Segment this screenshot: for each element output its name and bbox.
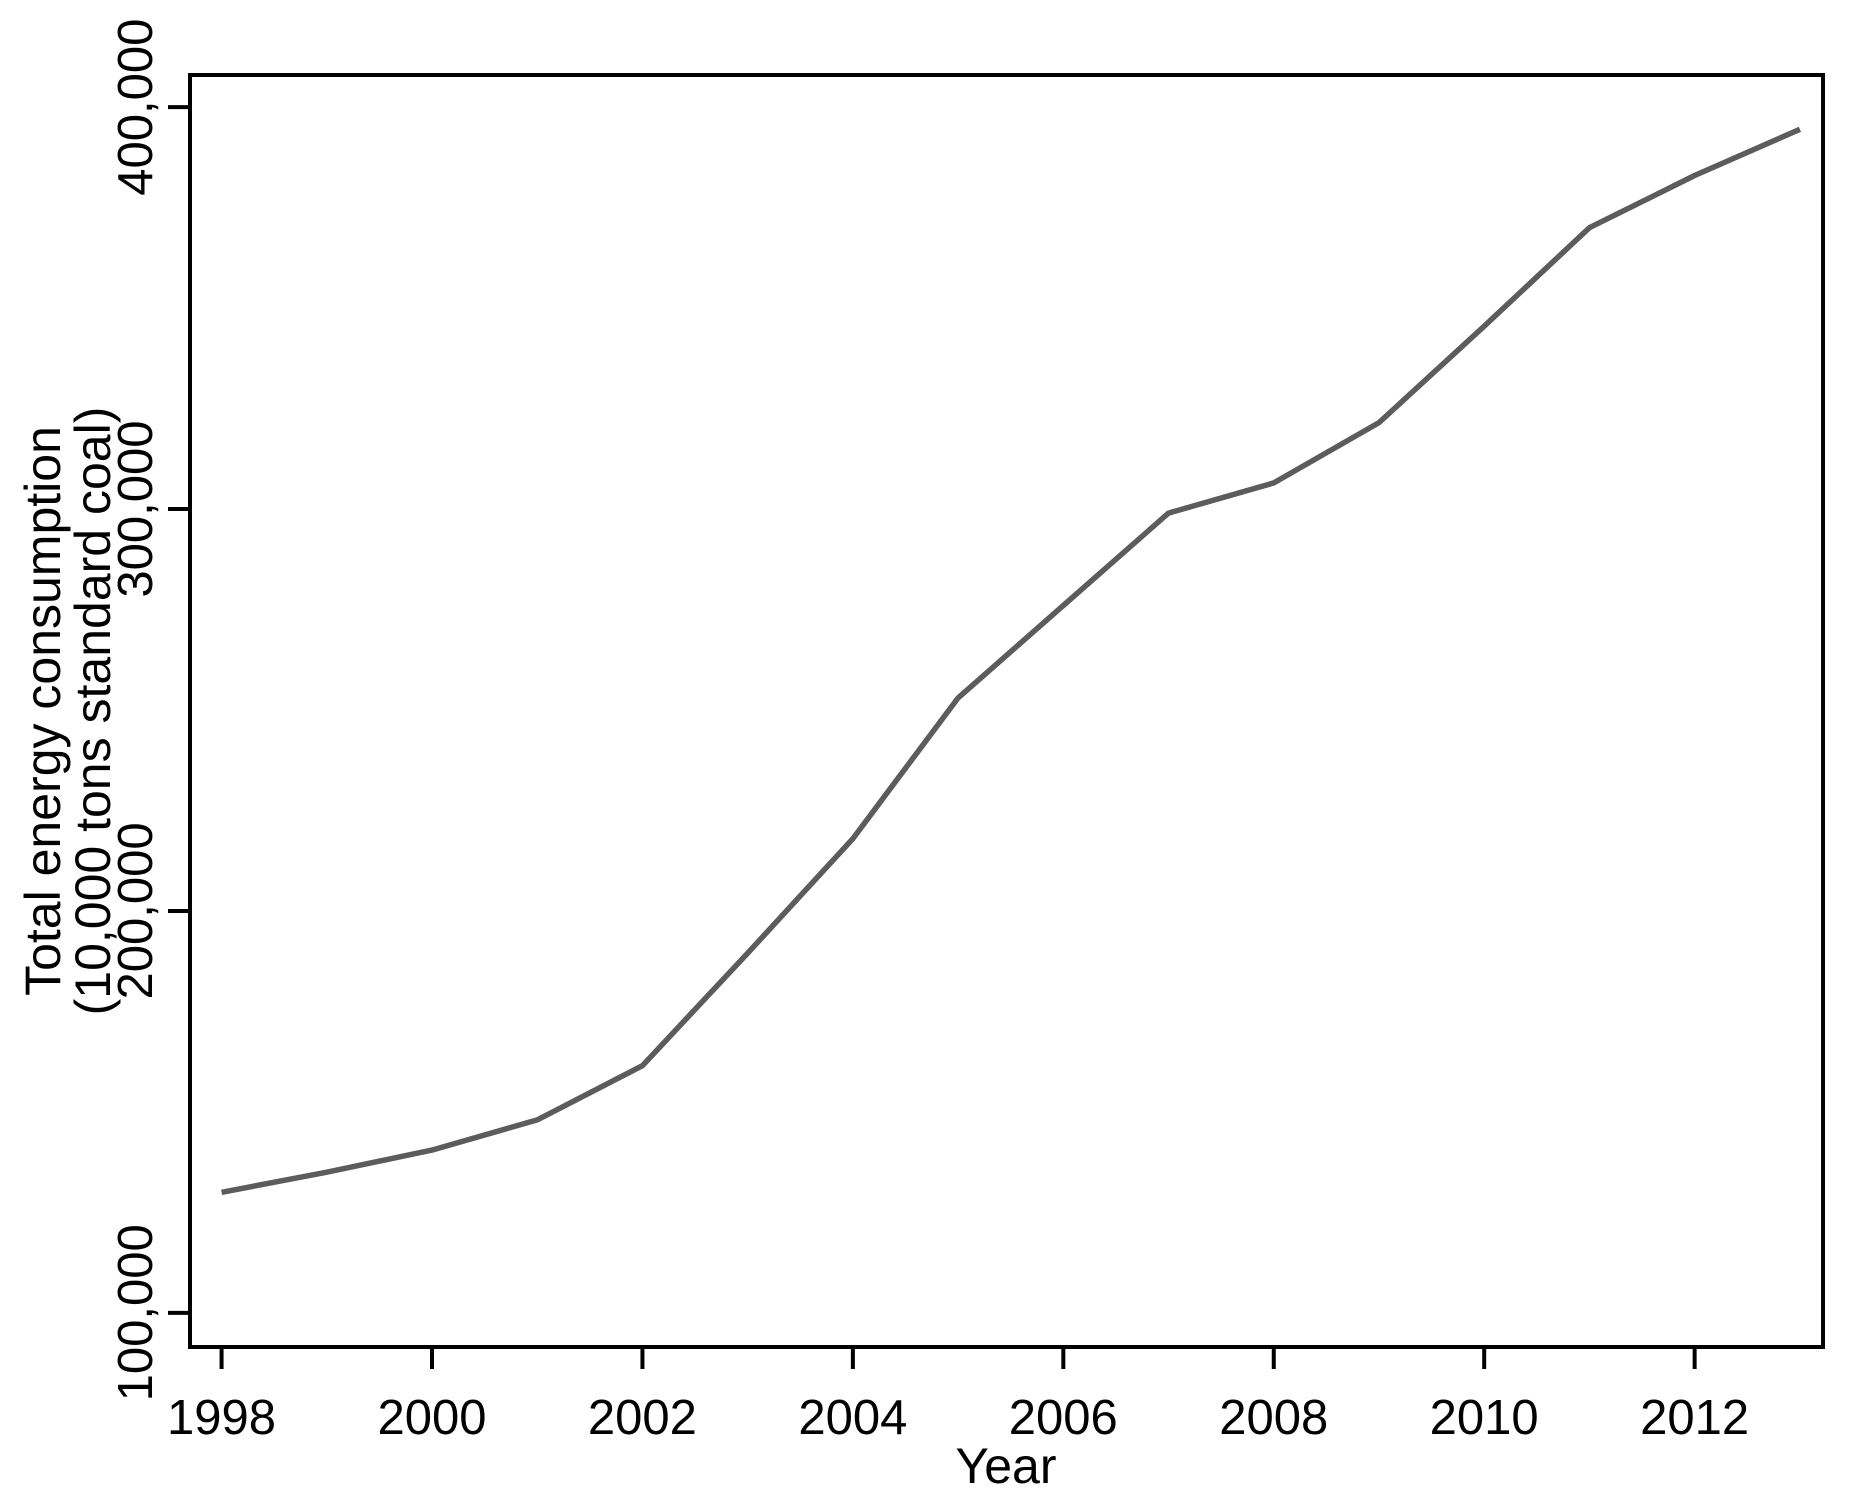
y-axis-title-line1: Total energy consumption — [15, 426, 71, 996]
x-axis-ticks — [219, 1347, 1697, 1369]
x-tick-label: 2012 — [1640, 1391, 1749, 1445]
y-tick-label: 300,000 — [109, 420, 163, 597]
x-tick-label: 1998 — [167, 1391, 276, 1445]
x-axis-title: Year — [955, 1438, 1056, 1494]
x-tick-label: 2000 — [377, 1391, 486, 1445]
x-tick-label: 2006 — [1009, 1391, 1118, 1445]
x-tick-label: 2008 — [1219, 1391, 1328, 1445]
y-axis-ticks — [168, 105, 190, 1315]
y-axis-title-line2: (10,000 tons standard coal) — [65, 407, 121, 1016]
y-axis-tick-labels: 100,000 200,000 300,000 400,000 — [109, 19, 163, 1402]
data-line — [221, 126, 1802, 1196]
x-tick-label: 2004 — [798, 1391, 907, 1445]
x-tick-label: 2002 — [588, 1391, 697, 1445]
x-tick-label: 2010 — [1430, 1391, 1539, 1445]
y-tick-label: 100,000 — [109, 1224, 163, 1401]
y-tick-label: 200,000 — [109, 822, 163, 999]
x-axis-tick-labels: 1998 2000 2002 2004 2006 2008 2010 2012 — [167, 1391, 1749, 1445]
plot-box — [188, 73, 1825, 1349]
y-tick-label: 400,000 — [109, 19, 163, 196]
